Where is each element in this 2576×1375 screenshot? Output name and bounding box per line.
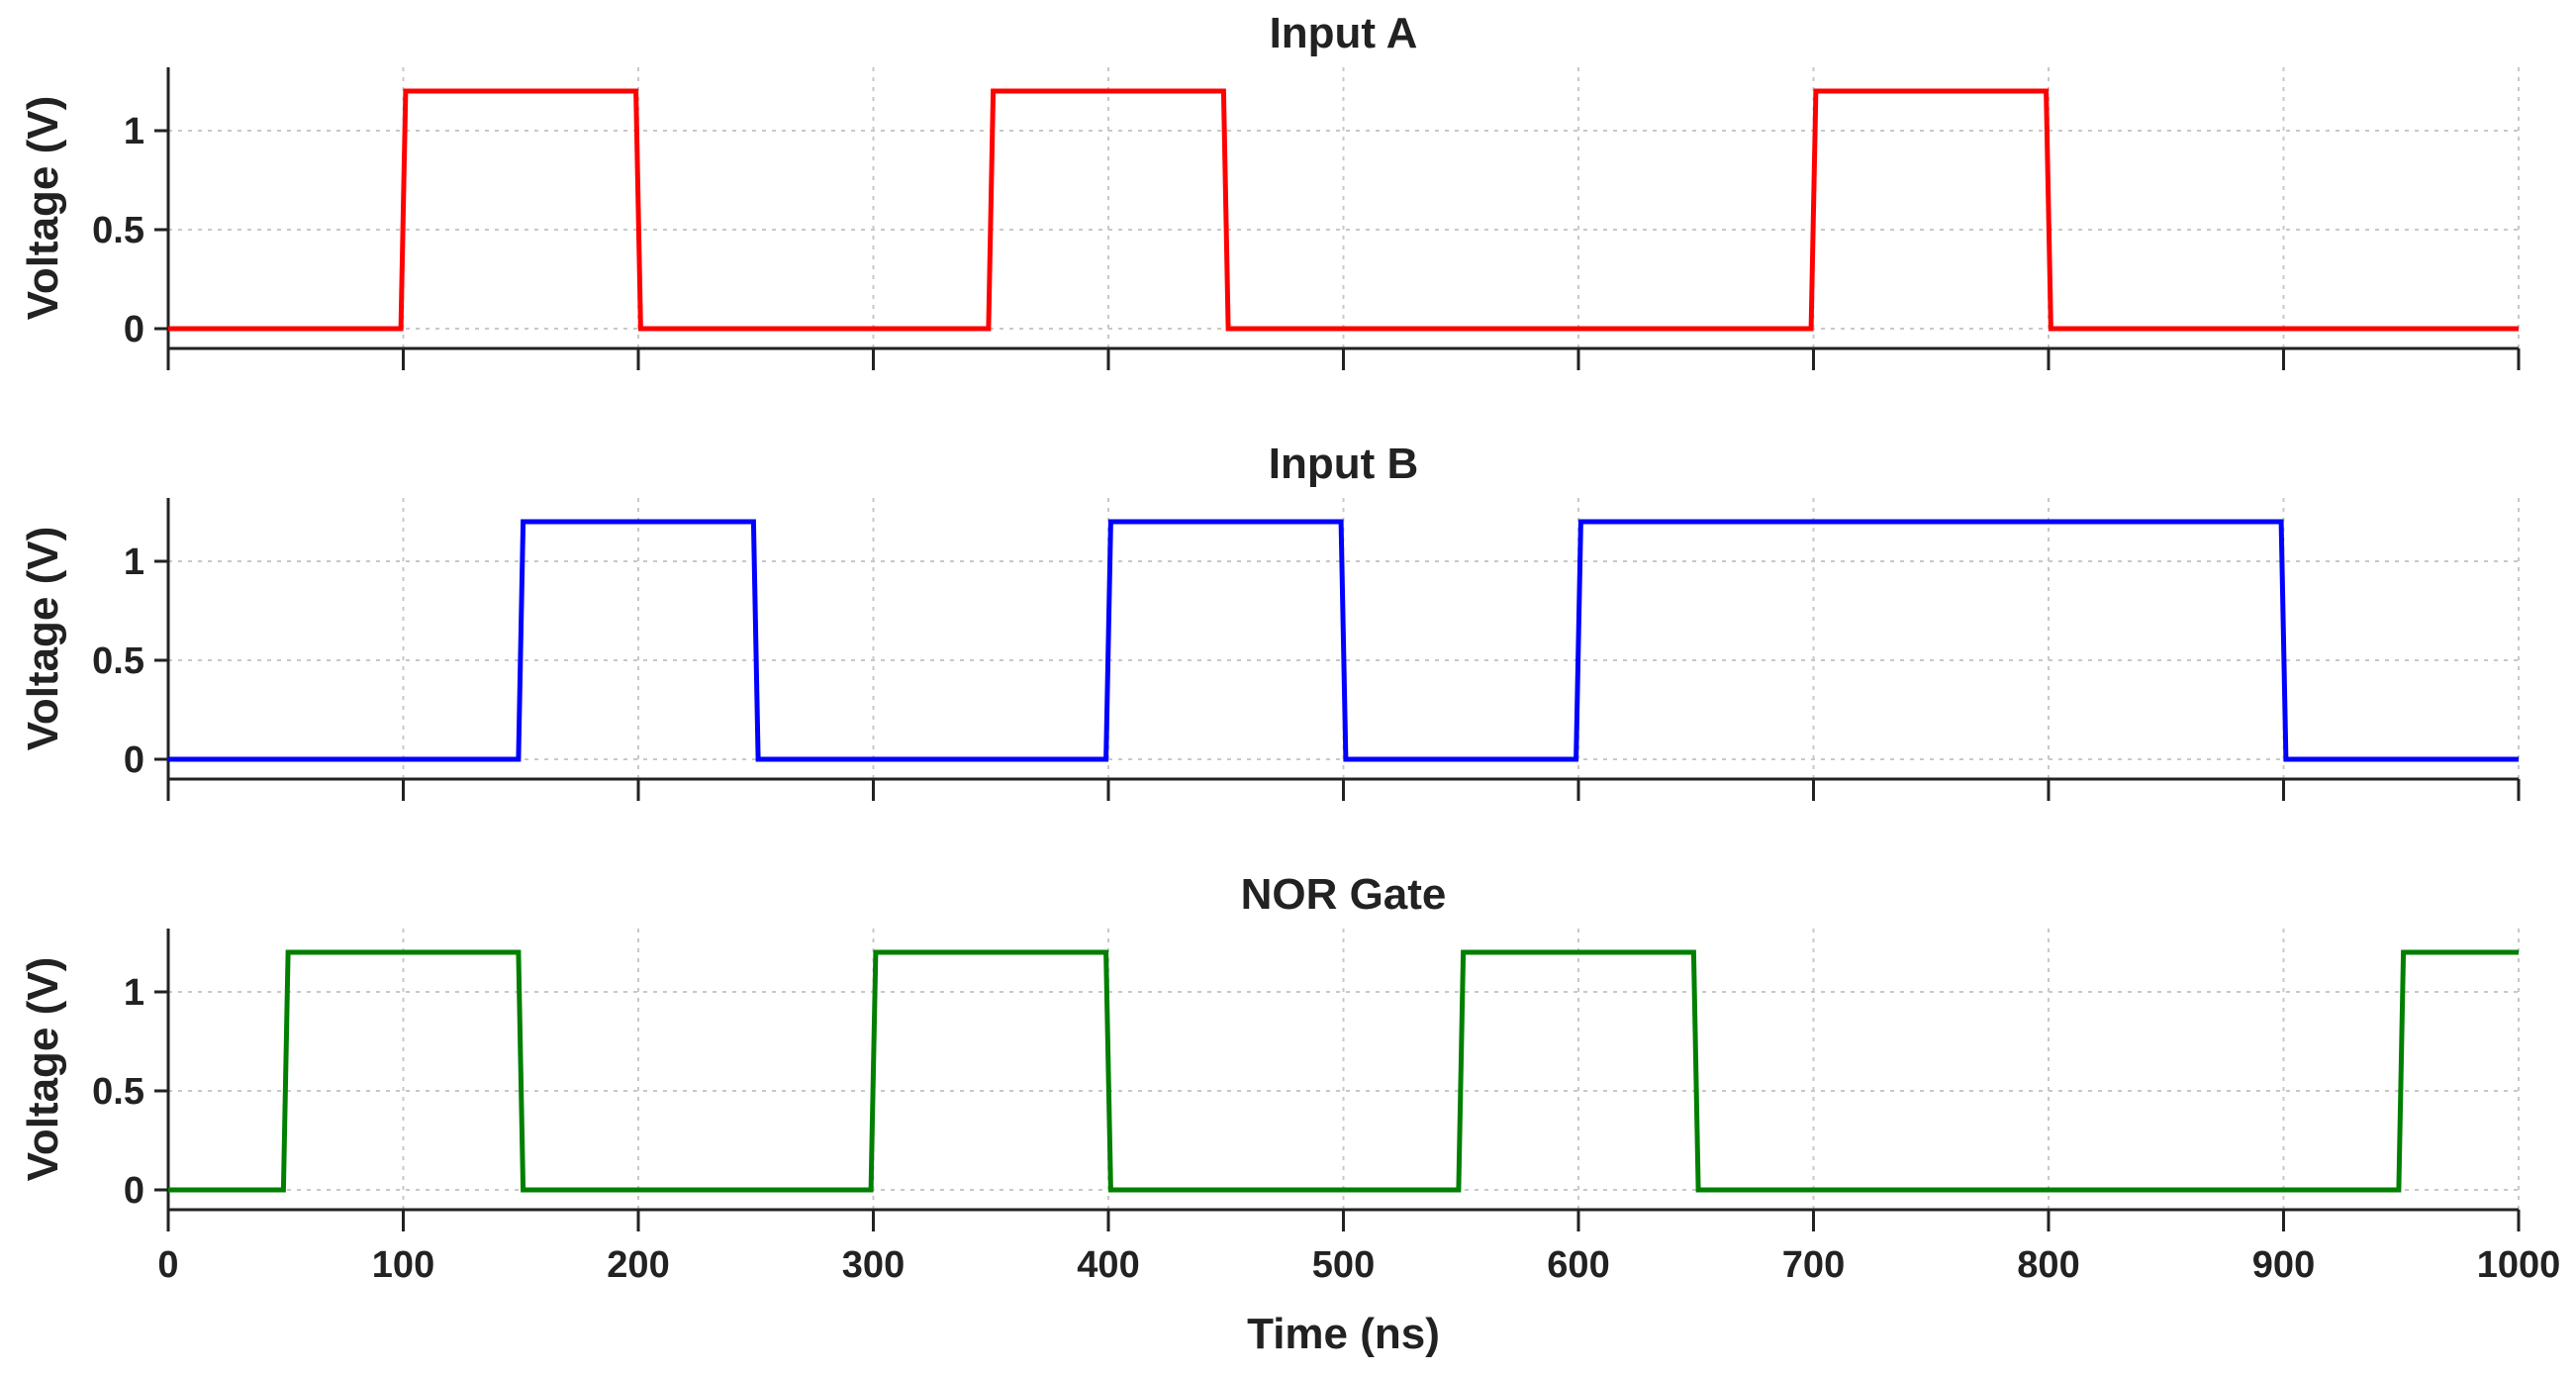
y-tick-label: 0.5 [92,210,144,251]
y-tick-label: 0 [124,1170,144,1212]
y-axis-label: Voltage (V) [19,96,67,321]
series-line-input-b [168,519,2519,762]
x-tick-label: 600 [1547,1244,1609,1286]
chart-panel-3: NOR Gate 0 0.5 1 0 100 200 300 400 500 600 700 800 90… [19,870,2560,1358]
x-tick-label: 900 [2252,1244,2315,1286]
x-tick-label: 800 [2017,1244,2079,1286]
x-tick-label: 400 [1077,1244,1139,1286]
x-axis-label: Time (ns) [1247,1310,1440,1358]
y-tick-label: 0 [124,739,144,781]
chart-panel-1: Input A 0 0.5 1 Voltage (V) [19,9,2521,370]
y-tick-label: 1 [124,541,144,583]
y-axis-label: Voltage (V) [19,957,67,1182]
series-line-nor-gate [168,949,2519,1193]
x-tick-label: 300 [842,1244,905,1286]
x-tick-label: 0 [157,1244,178,1286]
y-axis-label: Voltage (V) [19,527,67,751]
y-tick-label: 1 [124,111,144,152]
chart-title: NOR Gate [1241,870,1447,919]
x-tick-label: 700 [1782,1244,1845,1286]
x-tick-label: 500 [1312,1244,1375,1286]
y-tick-label: 1 [124,972,144,1014]
y-tick-label: 0.5 [92,1071,144,1113]
x-tick-label: 1000 [2477,1244,2561,1286]
x-tick-label: 100 [372,1244,434,1286]
y-tick-label: 0 [124,309,144,350]
series-line-input-a [168,88,2519,332]
chart-title: Input A [1270,9,1418,57]
chart-title: Input B [1269,440,1419,488]
y-tick-label: 0.5 [92,640,144,682]
chart-panel-2: Input B 0 0.5 1 Voltage (V) [19,440,2521,801]
x-tick-label: 200 [607,1244,669,1286]
